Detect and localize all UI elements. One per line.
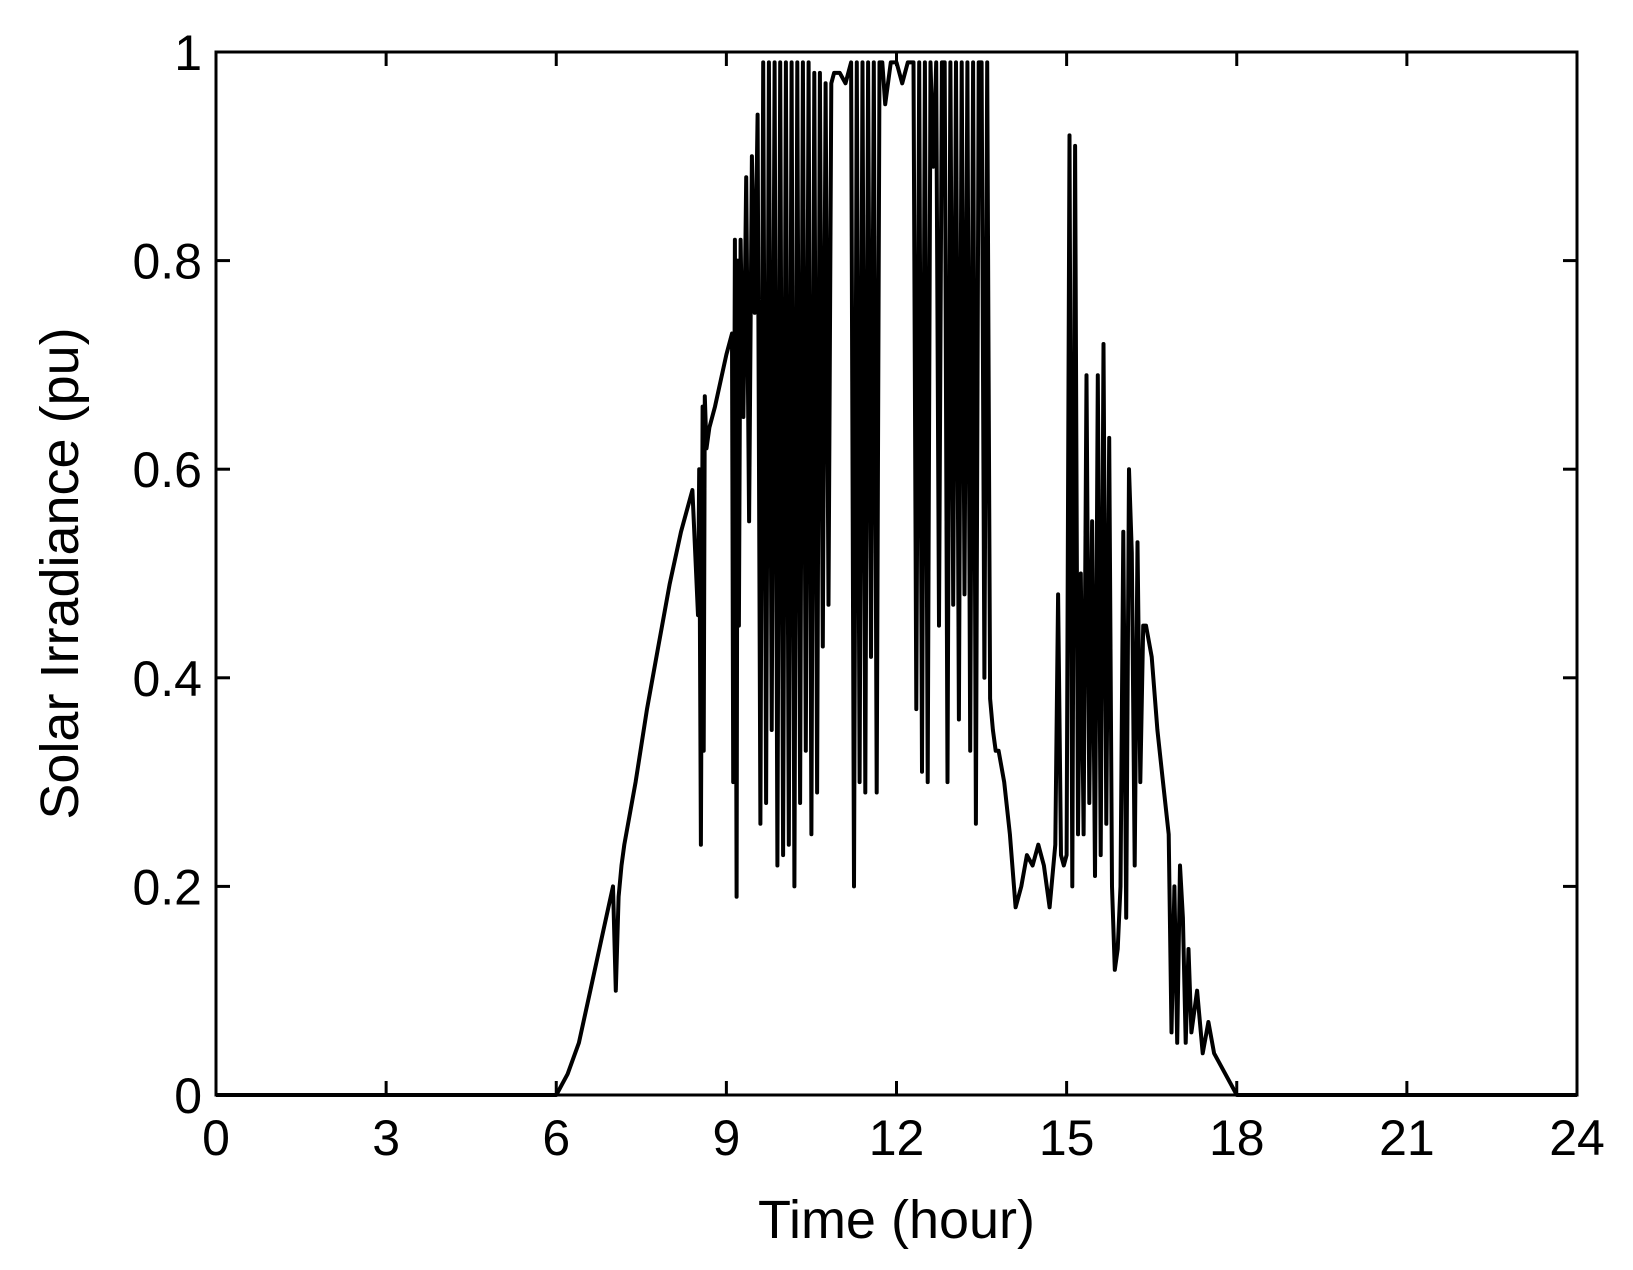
y-axis-label: Solar Irradiance (pu): [30, 327, 90, 819]
y-tick-label: 1: [174, 25, 202, 81]
y-tick-label: 0.8: [132, 234, 202, 290]
x-axis-ticks: [214, 52, 1579, 1095]
y-axis-tick-labels: 0 0.2 0.4 0.6 0.8 1: [132, 25, 202, 1124]
y-axis-ticks: [216, 50, 1577, 1097]
x-tick-label: 12: [869, 1110, 925, 1166]
x-tick-label: 24: [1549, 1110, 1605, 1166]
y-tick-label: 0.4: [132, 651, 202, 707]
x-tick-label: 3: [372, 1110, 400, 1166]
irradiance-series-line: [216, 60, 1577, 1097]
x-tick-label: 9: [712, 1110, 740, 1166]
x-tick-label: 15: [1039, 1110, 1095, 1166]
y-tick-label: 0.6: [132, 442, 202, 498]
y-tick-label: 0: [174, 1068, 202, 1124]
x-axis-tick-labels: 0 3 6 9 12 15 18 21 24: [202, 1110, 1605, 1166]
x-tick-label: 0: [202, 1110, 230, 1166]
plot-frame: [214, 50, 1579, 1097]
x-axis-label: Time (hour): [758, 1190, 1035, 1250]
x-tick-label: 18: [1209, 1110, 1265, 1166]
x-tick-label: 21: [1379, 1110, 1435, 1166]
x-tick-label: 6: [542, 1110, 570, 1166]
y-tick-label: 0.2: [132, 859, 202, 915]
